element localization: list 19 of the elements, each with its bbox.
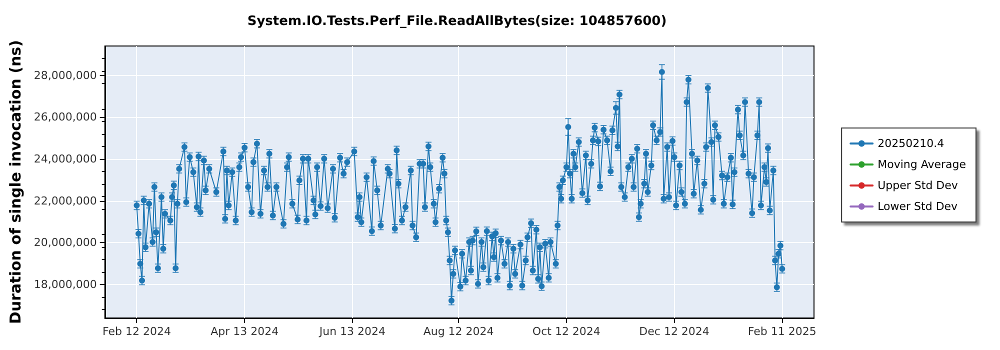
legend-label: Moving Average [878, 158, 966, 171]
x-tick-label: Oct 12 2024 [532, 325, 600, 338]
x-tick-label: Feb 12 2024 [102, 325, 171, 338]
y-tick-label: 26,000,000 [34, 110, 97, 124]
x-tick-label: Aug 12 2024 [423, 325, 494, 338]
x-tick-label: Dec 12 2024 [639, 325, 710, 338]
x-tick-label: Feb 11 2025 [748, 325, 816, 338]
legend-label: Lower Std Dev [878, 200, 958, 213]
y-tick-label: 28,000,000 [34, 68, 97, 82]
y-axis-title: Duration of single invocation (ns) [6, 40, 24, 324]
y-tick-label: 20,000,000 [34, 236, 97, 250]
x-tick-label: Apr 13 2024 [210, 325, 279, 338]
legend-label: Upper Std Dev [878, 179, 958, 192]
x-tick-label: Jun 13 2024 [318, 325, 386, 338]
chart-title: System.IO.Tests.Perf_File.ReadAllBytes(size: 104857600) [247, 14, 667, 29]
y-tick-label: 18,000,000 [34, 278, 97, 292]
y-tick-label: 24,000,000 [34, 152, 97, 166]
legend-label: 20250210.4 [878, 137, 944, 150]
y-tick-label: 22,000,000 [34, 194, 97, 208]
